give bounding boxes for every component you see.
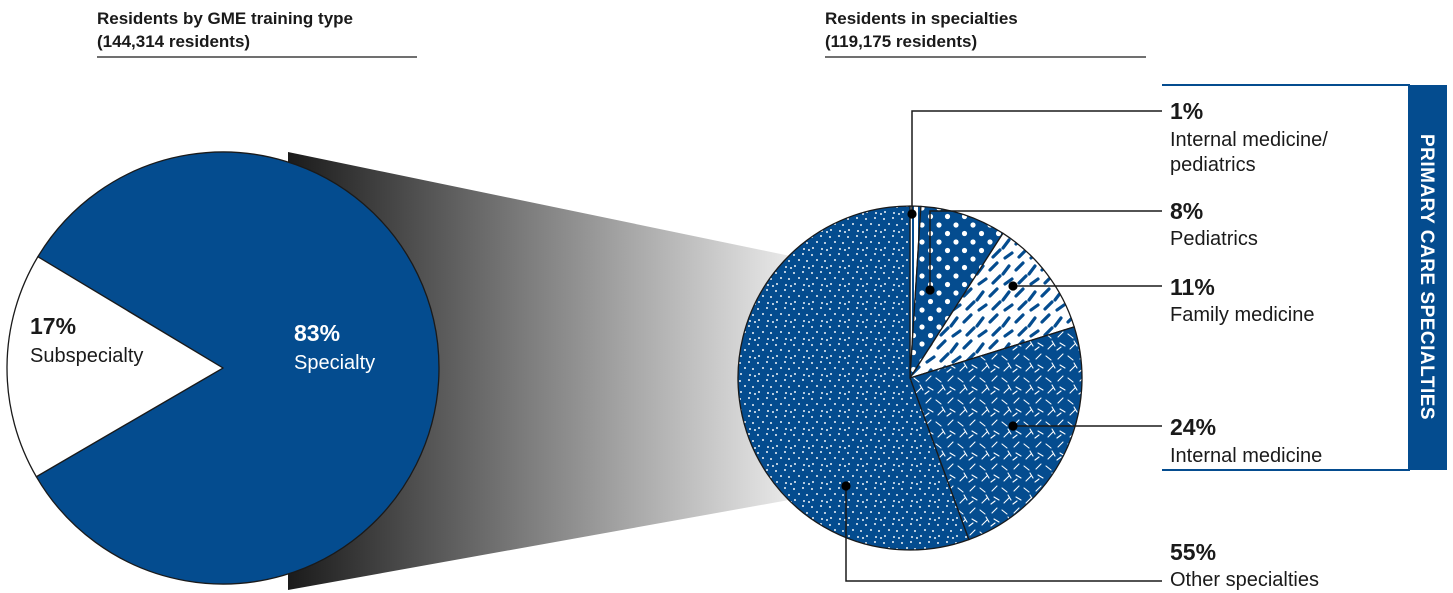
specialty-pct: 83% <box>294 320 340 346</box>
left-chart-subtitle: (144,314 residents) <box>97 32 250 51</box>
right-chart-title: Residents in specialties <box>825 9 1018 28</box>
subspecialty-pct: 17% <box>30 313 76 339</box>
specialty-label: Specialty <box>294 352 375 374</box>
dot-other <box>841 481 851 491</box>
slice-internal-medicine <box>909 326 1083 541</box>
subspecialty-label: Subspecialty <box>30 345 143 367</box>
right-chart-subtitle: (119,175 residents) <box>825 32 977 51</box>
pediatrics-label: Pediatrics <box>1170 228 1258 250</box>
left-pie <box>6 151 440 585</box>
specialty-slice <box>35 151 440 585</box>
family-medicine-label: Family medicine <box>1170 304 1314 326</box>
leader-line-pediatrics <box>929 210 1162 290</box>
dot-pediatrics <box>925 285 935 295</box>
other-specialties-pct: 55% <box>1170 539 1216 565</box>
subspecialty-slice <box>6 256 224 478</box>
primary-care-band <box>1409 85 1447 470</box>
left-chart-title: Residents by GME training type <box>97 9 353 28</box>
connector-band <box>288 152 800 590</box>
other-specialties-label: Other specialties <box>1170 569 1319 591</box>
dot-im-peds <box>907 209 917 219</box>
family-medicine-pct: 11% <box>1170 274 1215 300</box>
leader-dots <box>841 209 1018 491</box>
pediatrics-pct: 8% <box>1170 198 1203 224</box>
right-pie <box>737 205 1083 551</box>
slice-other-specialties <box>737 205 970 551</box>
im-peds-pct: 1% <box>1170 98 1203 124</box>
dot-family-medicine <box>1008 281 1018 291</box>
leader-line-other <box>845 486 1162 582</box>
im-peds-label-line2: pediatrics <box>1170 154 1256 176</box>
im-peds-label-line1: Internal medicine/ <box>1170 129 1328 151</box>
internal-medicine-pct: 24% <box>1170 414 1216 440</box>
leader-lines <box>845 110 1162 582</box>
leader-line-im-peds <box>911 110 1162 214</box>
slice-family-medicine <box>909 232 1075 379</box>
internal-medicine-label: Internal medicine <box>1170 445 1322 467</box>
primary-care-label: PRIMARY CARE SPECIALTIES <box>1416 134 1437 420</box>
dot-internal-medicine <box>1008 421 1018 431</box>
